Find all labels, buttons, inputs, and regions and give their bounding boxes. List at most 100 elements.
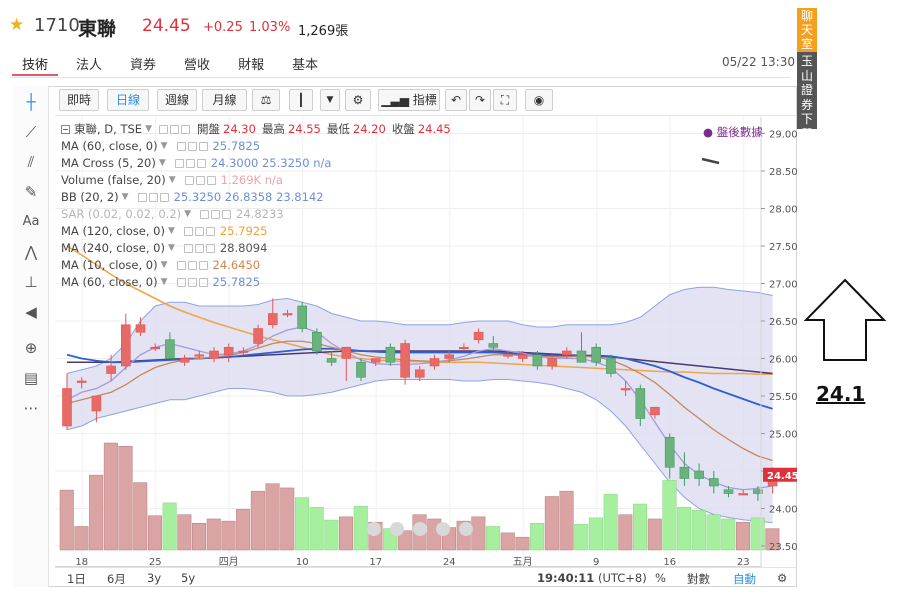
price-chart[interactable]: 29.00 28.50 28.00 27.50 27.00 26.50 26.00 25.50… — [55, 117, 797, 567]
study-dropdown-icon[interactable]: ▼ — [158, 158, 166, 168]
study-dropdown-icon[interactable]: ▼ — [121, 192, 129, 202]
post-market-link[interactable]: ● 盤後數據 — [703, 125, 763, 139]
visibility-icon[interactable] — [200, 209, 210, 219]
visibility-icon[interactable] — [176, 277, 186, 287]
settings-icon[interactable] — [148, 192, 158, 202]
remove-icon[interactable] — [198, 277, 208, 287]
remove-icon[interactable] — [159, 192, 169, 202]
percent-toggle[interactable]: % — [655, 571, 666, 585]
remove-icon[interactable] — [198, 260, 208, 270]
study-dropdown-icon[interactable]: ▼ — [184, 209, 192, 219]
tab-financials[interactable]: 財報 — [238, 58, 265, 73]
zoom-in-icon[interactable] — [436, 522, 450, 536]
study-dropdown-icon[interactable]: ▼ — [160, 141, 168, 151]
interval-realtime-button[interactable]: 即時 — [59, 89, 99, 111]
study-dropdown-icon[interactable]: ▼ — [167, 226, 175, 236]
gear-icon[interactable]: ⚙ — [777, 571, 788, 585]
interval-monthly-button[interactable]: 月線 — [202, 89, 247, 111]
legend-study-row[interactable]: SAR (0.02, 0.02, 0.2) ▼ 24.8233 — [61, 206, 287, 222]
tab-margin[interactable]: 資券 — [130, 58, 157, 73]
arrow-back-icon[interactable]: ◀ — [25, 303, 37, 321]
tab-institutional[interactable]: 法人 — [76, 58, 103, 73]
favorite-star-icon[interactable]: ★ — [9, 15, 25, 35]
remove-icon[interactable] — [205, 226, 215, 236]
settings-icon[interactable] — [187, 277, 197, 287]
range-3y[interactable]: 3y — [147, 571, 162, 585]
visibility-icon[interactable] — [174, 158, 184, 168]
undo-icon[interactable]: ↶ — [445, 89, 467, 111]
visibility-icon[interactable] — [183, 226, 193, 236]
collapse-icon[interactable] — [61, 124, 70, 134]
range-1d[interactable]: 1日 — [67, 572, 86, 586]
study-dropdown-icon[interactable]: ▼ — [160, 277, 168, 287]
range-5y[interactable]: 5y — [181, 571, 196, 585]
ruler-icon[interactable]: ▤ — [23, 369, 39, 387]
remove-icon[interactable] — [205, 243, 215, 253]
indicators-button[interactable]: ▁▃▅ 指標 — [378, 89, 440, 111]
visibility-icon[interactable] — [183, 243, 193, 253]
zoom-icon[interactable]: ⊕ — [24, 339, 38, 357]
settings-icon[interactable] — [187, 260, 197, 270]
settings-icon[interactable] — [195, 175, 205, 185]
settings-icon[interactable] — [170, 124, 179, 134]
study-dropdown-icon[interactable]: ▼ — [168, 175, 176, 185]
visibility-icon[interactable] — [176, 141, 186, 151]
trendline-icon[interactable]: ⟋ — [25, 123, 37, 141]
timezone[interactable]: (UTC+8) — [598, 571, 647, 585]
remove-icon[interactable] — [181, 124, 190, 134]
range-6m[interactable]: 6月 — [107, 572, 126, 586]
nav-left-icon[interactable] — [367, 522, 381, 536]
legend-study-row[interactable]: MA Cross (5, 20) ▼ 24.3000 25.3250 n/a — [61, 155, 334, 171]
crosshair-icon[interactable]: ┼ — [26, 93, 36, 111]
legend-study-row[interactable]: MA (240, close, 0) ▼ 28.8094 — [61, 240, 270, 256]
compare-scale-icon[interactable]: ⚖ — [252, 89, 280, 111]
remove-icon[interactable] — [198, 141, 208, 151]
settings-icon[interactable] — [185, 158, 195, 168]
settings-icon[interactable] — [194, 243, 204, 253]
fib-tool-icon[interactable]: ⫽ — [27, 153, 35, 171]
legend-study-row[interactable]: MA (120, close, 0) ▼ 25.7925 — [61, 223, 270, 239]
visibility-icon[interactable] — [184, 175, 194, 185]
tab-revenue[interactable]: 營收 — [184, 58, 211, 73]
visibility-icon[interactable] — [159, 124, 168, 134]
legend-study-row[interactable]: MA (60, close, 0) ▼ 25.7825 — [61, 274, 263, 290]
camera-icon[interactable]: ◉ — [525, 89, 553, 111]
pattern-tool-icon[interactable]: ⋀ — [24, 243, 38, 261]
visibility-icon[interactable] — [137, 192, 147, 202]
brush-icon[interactable]: ✎ — [24, 183, 38, 201]
remove-icon[interactable] — [222, 209, 232, 219]
broker-order-link[interactable]: 玉山證券下單 — [800, 54, 813, 141]
auto-scale-toggle[interactable]: 自動 — [733, 572, 756, 586]
legend-study-row[interactable]: Volume (false, 20) ▼ 1.269K n/a — [61, 172, 286, 188]
more-icon[interactable]: ⋯ — [23, 399, 39, 417]
text-tool-icon[interactable]: Aa — [22, 214, 40, 229]
study-dropdown-icon[interactable]: ▼ — [160, 260, 168, 270]
legend-study-row[interactable]: BB (20, 2) ▼ 25.3250 26.8358 23.8142 — [61, 189, 327, 205]
tab-basic[interactable]: 基本 — [292, 58, 319, 73]
legend-study-row[interactable]: MA (10, close, 0) ▼ 24.6450 — [61, 257, 263, 273]
fullscreen-icon[interactable]: ⛶ — [493, 89, 517, 111]
reset-icon[interactable] — [413, 522, 427, 536]
remove-icon[interactable] — [196, 158, 206, 168]
interval-daily-button[interactable]: 日線 — [107, 89, 149, 111]
tab-technical[interactable]: 技術 — [12, 52, 59, 76]
study-dropdown-icon[interactable]: ▼ — [167, 243, 175, 253]
chevron-down-icon[interactable]: ▼ — [320, 89, 340, 111]
remove-icon[interactable] — [206, 175, 216, 185]
legend-main-series[interactable]: 東聯, D, TSE ▼ 開盤 24.30 最高 24.55 最低 24.20 … — [61, 121, 457, 137]
visibility-icon[interactable] — [176, 260, 186, 270]
chatroom-link[interactable]: 聊天室 — [797, 8, 817, 52]
legend-dropdown-icon[interactable]: ▼ — [145, 124, 152, 134]
legend-study-row[interactable]: MA (60, close, 0) ▼ 25.7825 — [61, 138, 263, 154]
log-toggle[interactable]: 對數 — [687, 572, 710, 586]
nav-right-icon[interactable] — [459, 522, 473, 536]
settings-icon[interactable] — [194, 226, 204, 236]
measure-tool-icon[interactable]: ⊥ — [24, 273, 38, 291]
settings-icon[interactable] — [187, 141, 197, 151]
candle-style-icon[interactable]: ┃ — [289, 89, 313, 111]
zoom-out-icon[interactable] — [390, 522, 404, 536]
gear-icon[interactable]: ⚙ — [345, 89, 371, 111]
redo-icon[interactable]: ↷ — [469, 89, 491, 111]
settings-icon[interactable] — [211, 209, 221, 219]
interval-weekly-button[interactable]: 週線 — [157, 89, 197, 111]
